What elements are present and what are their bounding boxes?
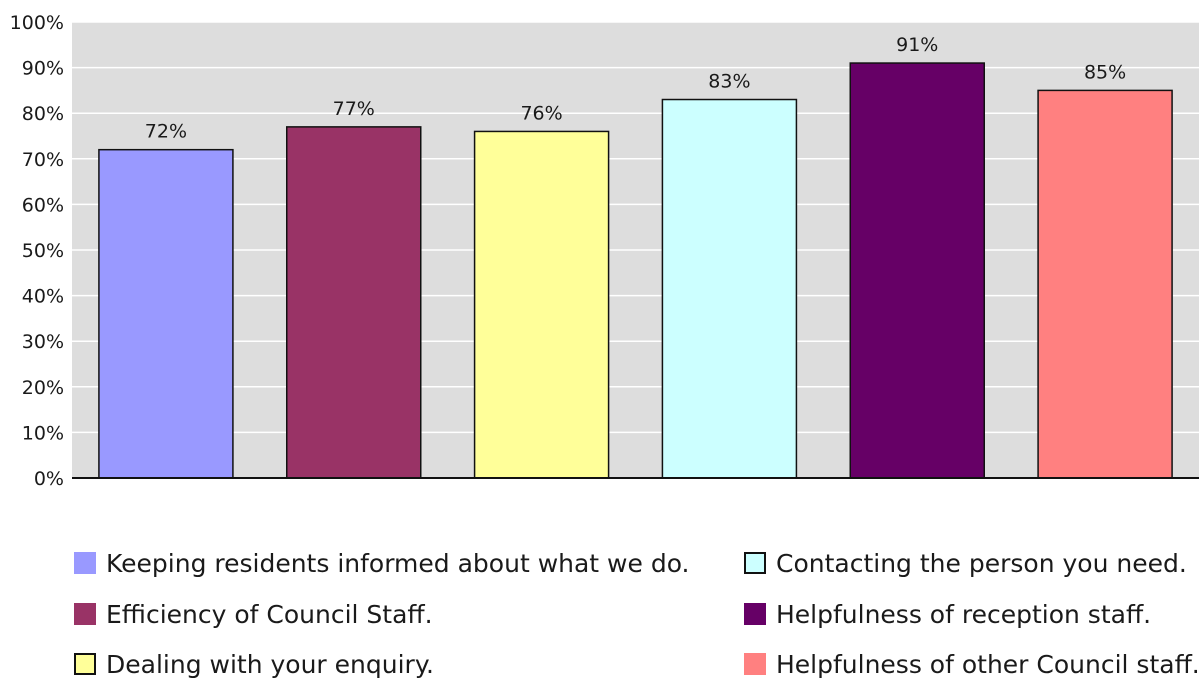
legend-swatch	[74, 552, 96, 574]
y-tick-label: 0%	[34, 468, 64, 490]
bar	[286, 126, 422, 479]
legend-item-efficiency-of-council-staff: Efficiency of Council Staff.	[74, 597, 433, 631]
legend-label: Dealing with your enquiry.	[106, 649, 434, 679]
y-axis-tick-labels: 0% 10% 20% 30% 40% 50% 60% 70% 80% 90% 100%	[10, 12, 64, 490]
y-tick-label: 60%	[22, 194, 64, 216]
legend: Keeping residents informed about what we…	[74, 542, 1199, 679]
bar-data-label: 91%	[896, 34, 938, 56]
bar	[849, 62, 985, 479]
bars	[98, 62, 1173, 479]
bar	[661, 98, 798, 479]
y-tick-label: 50%	[22, 240, 64, 262]
y-tick-label: 40%	[22, 286, 64, 308]
legend-item-helpfulness-of-reception-staff: Helpfulness of reception staff.	[744, 597, 1151, 631]
legend-label: Helpfulness of reception staff.	[776, 599, 1152, 629]
bar-data-label: 76%	[520, 102, 562, 124]
legend-swatch	[74, 603, 96, 625]
y-tick-label: 10%	[22, 422, 64, 444]
legend-label: Helpfulness of other Council staff.	[776, 649, 1199, 679]
y-tick-label: 20%	[22, 377, 64, 399]
legend-swatch	[744, 603, 766, 625]
grid-lines	[72, 21, 1199, 434]
legend-item-helpfulness-of-other-council-staff: Helpfulness of other Council staff.	[744, 647, 1199, 681]
bar-chart: 0% 10% 20% 30% 40% 50% 60% 70% 80% 90% 100% 72% 77%…	[10, 12, 1199, 490]
y-tick-label: 70%	[22, 149, 64, 171]
y-tick-label: 100%	[10, 12, 64, 34]
legend-swatch	[74, 653, 96, 675]
legend-item-dealing-with-your-enquiry: Dealing with your enquiry.	[74, 647, 434, 681]
legend-label: Efficiency of Council Staff.	[106, 599, 433, 629]
bar-data-label: 85%	[1084, 61, 1126, 83]
legend-label: Keeping residents informed about what we…	[106, 548, 690, 578]
bar-data-label: 83%	[708, 71, 750, 93]
bar-data-label: 77%	[333, 98, 375, 120]
bar	[473, 130, 610, 479]
bar	[1037, 89, 1173, 479]
legend-item-contacting-the-person: Contacting the person you need.	[744, 546, 1187, 580]
bar	[98, 148, 234, 479]
legend-label: Contacting the person you need.	[776, 548, 1187, 578]
y-tick-label: 90%	[22, 58, 64, 80]
legend-item-keeping-residents-informed: Keeping residents informed about what we…	[74, 546, 690, 580]
data-labels: 72% 77% 76% 83% 91% 85%	[145, 34, 1126, 143]
bar-data-label: 72%	[145, 121, 187, 143]
legend-swatch	[744, 552, 766, 574]
y-tick-label: 80%	[22, 103, 64, 125]
legend-swatch	[744, 653, 766, 675]
y-tick-label: 30%	[22, 331, 64, 353]
